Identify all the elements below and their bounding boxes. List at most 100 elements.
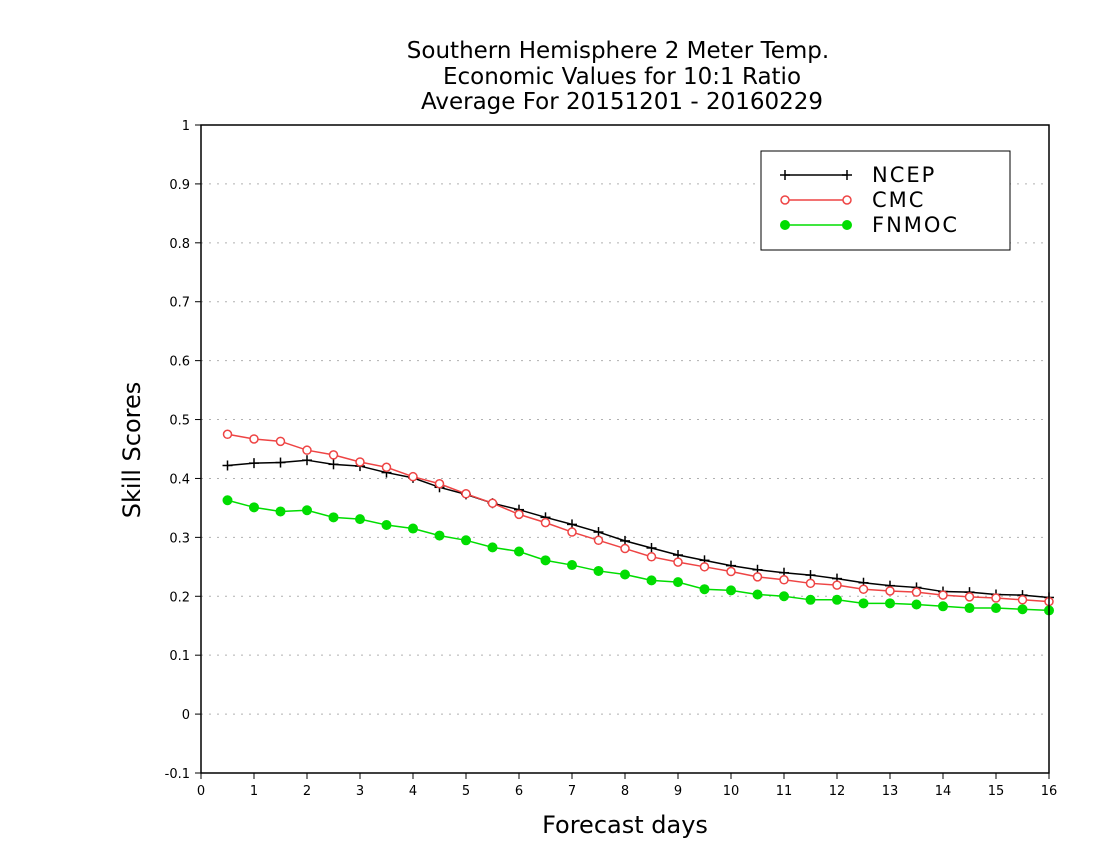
legend-marker-fnmoc: [842, 220, 852, 230]
x-tick-label: 9: [674, 784, 682, 799]
x-axis: 0 1 2 3 4 5 6 7 8 9 10 11 12 13 14 15 16: [197, 773, 1057, 799]
data-point-cmc: [620, 543, 630, 554]
data-point-fnmoc: [487, 542, 498, 553]
data-point-fnmoc: [1017, 604, 1028, 615]
data-point-fnmoc: [885, 598, 895, 609]
x-axis-label: Forecast days: [542, 811, 708, 839]
data-point-fnmoc: [911, 599, 922, 610]
grid-lines: [201, 183, 1049, 715]
y-tick-label: 0.6: [169, 355, 190, 370]
y-tick-label: 0.3: [169, 531, 190, 546]
series-layer: [222, 429, 1054, 616]
data-point-fnmoc: [222, 495, 233, 506]
data-point-ncep: [328, 459, 339, 470]
legend-label-fnmoc: FNMOC: [872, 213, 959, 237]
legend-entry-ncep: NCEP: [780, 163, 934, 187]
data-point-ncep: [593, 527, 604, 538]
x-tick-label: 4: [409, 784, 417, 799]
series-ncep: [222, 455, 1054, 603]
x-tick-label: 6: [515, 784, 523, 799]
x-tick-label: 7: [568, 784, 576, 799]
data-point-fnmoc: [302, 505, 312, 516]
chart-title-line-3: Average For 20151201 - 20160229: [421, 89, 823, 115]
data-point-fnmoc: [355, 514, 365, 525]
x-tick-label: 11: [776, 784, 793, 799]
y-tick-label: 0.1: [169, 649, 190, 664]
legend-label-cmc: CMC: [872, 188, 925, 212]
data-point-cmc: [434, 479, 445, 489]
y-tick-label: 0.9: [169, 178, 190, 193]
y-tick-label: -0.1: [165, 767, 190, 782]
data-point-fnmoc: [328, 512, 339, 523]
data-point-ncep: [249, 458, 259, 469]
data-point-cmc: [1017, 595, 1028, 605]
data-point-fnmoc: [858, 598, 869, 609]
data-point-fnmoc: [752, 589, 763, 600]
x-tick-label: 5: [462, 784, 470, 799]
y-tick-label: 1: [182, 119, 190, 134]
data-point-cmc: [381, 462, 392, 473]
data-point-cmc: [858, 584, 869, 594]
data-point-fnmoc: [514, 546, 524, 557]
data-point-cmc: [911, 587, 922, 597]
data-point-fnmoc: [832, 594, 842, 605]
data-point-fnmoc: [620, 569, 630, 580]
y-tick-label: 0: [182, 708, 190, 723]
data-point-fnmoc: [461, 535, 471, 546]
chart-title-line-1: Southern Hemisphere 2 Meter Temp.: [407, 38, 829, 64]
data-point-cmc: [832, 580, 842, 590]
data-point-fnmoc: [991, 603, 1001, 614]
x-tick-label: 3: [356, 784, 364, 799]
x-tick-label: 15: [988, 784, 1005, 799]
data-point-fnmoc: [567, 560, 577, 571]
chart-title-line-2: Economic Values for 10:1 Ratio: [443, 64, 801, 90]
y-tick-label: 0.7: [169, 296, 190, 311]
data-point-cmc: [567, 527, 577, 537]
y-tick-label: 0.2: [169, 590, 190, 605]
legend-entry-cmc: CMC: [780, 188, 925, 212]
data-point-cmc: [938, 590, 948, 600]
x-tick-label: 1: [250, 784, 258, 799]
data-point-fnmoc: [964, 603, 975, 614]
data-point-fnmoc: [275, 506, 286, 517]
data-point-ncep: [646, 542, 657, 553]
data-point-fnmoc: [381, 519, 392, 530]
legend-marker-cmc: [780, 195, 790, 205]
y-axis: -0.1 0 0.1 0.2 0.3 0.4 0.5 0.6 0.7 0.8 0.9 1: [165, 119, 201, 782]
data-point-cmc: [673, 557, 683, 567]
legend-marker-fnmoc: [780, 220, 790, 230]
data-point-cmc: [275, 436, 286, 447]
x-tick-label: 16: [1041, 784, 1058, 799]
x-tick-label: 14: [935, 784, 952, 799]
data-point-cmc: [302, 445, 312, 455]
y-tick-label: 0.5: [169, 414, 190, 429]
data-point-fnmoc: [540, 555, 551, 566]
legend-marker-cmc: [842, 195, 852, 205]
chart-title: Southern Hemisphere 2 Meter Temp. Econom…: [407, 38, 829, 115]
data-point-fnmoc: [673, 577, 683, 588]
data-point-cmc: [726, 566, 736, 577]
data-point-fnmoc: [805, 594, 816, 605]
x-tick-label: 12: [829, 784, 846, 799]
data-point-cmc: [328, 450, 339, 460]
data-point-fnmoc: [726, 585, 736, 596]
data-point-fnmoc: [938, 601, 948, 612]
data-point-cmc: [222, 429, 233, 440]
legend-marker-ncep: [780, 170, 790, 180]
data-point-ncep: [275, 457, 286, 468]
data-point-cmc: [991, 593, 1001, 603]
data-point-cmc: [593, 535, 604, 546]
data-point-ncep: [222, 460, 233, 471]
y-axis-label: Skill Scores: [118, 382, 146, 519]
data-point-cmc: [699, 562, 710, 572]
data-point-fnmoc: [249, 502, 259, 513]
data-point-fnmoc: [779, 591, 789, 602]
data-point-cmc: [964, 592, 975, 602]
series-fnmoc: [222, 495, 1054, 616]
data-point-cmc: [805, 578, 816, 589]
data-point-fnmoc: [593, 565, 604, 576]
data-point-cmc: [885, 586, 895, 596]
data-point-ncep: [302, 455, 312, 466]
y-tick-label: 0.4: [169, 472, 190, 487]
